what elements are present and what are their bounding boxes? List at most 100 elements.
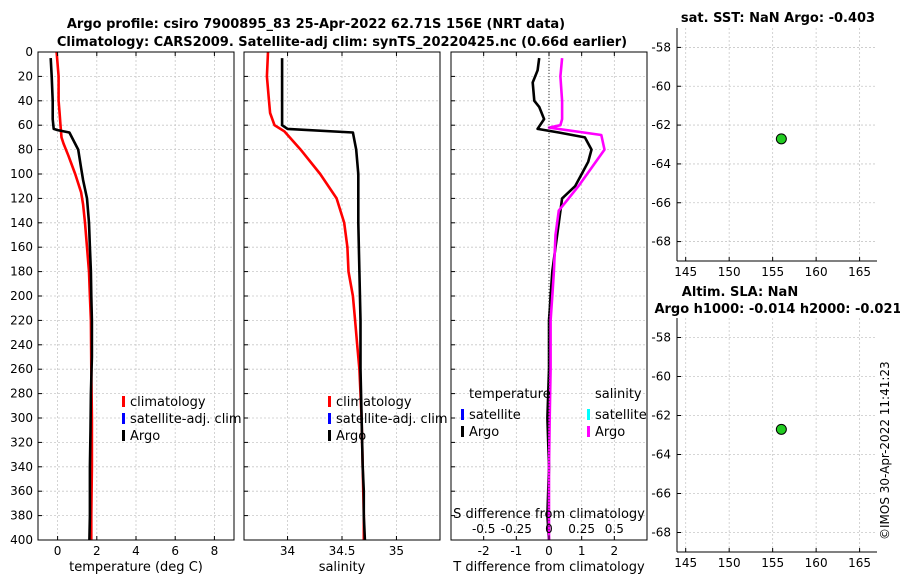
y-tick-label: -62	[651, 409, 671, 423]
series-line-argo	[280, 58, 367, 541]
y-tick-label: -68	[651, 235, 671, 249]
y-tick-label: -58	[651, 331, 671, 345]
x-tick-label: 1	[578, 544, 586, 558]
y-tick-label: 60	[18, 118, 33, 132]
y-tick-label: -60	[651, 79, 671, 93]
y-tick-label: 300	[10, 411, 33, 425]
difference-panel: -2 -1 0 1 2 T difference from climatology temp…	[450, 51, 648, 575]
x-tick-label: 155	[761, 556, 784, 570]
y-tick-label: -64	[651, 448, 671, 462]
figure-title-line2: Climatology: CARS2009. Satellite-adj cli…	[57, 35, 627, 50]
temperature-panel: 0 2 4 6 802040608010012014016018020022024026…	[10, 45, 242, 575]
y-tick-label: 360	[10, 484, 33, 498]
legend-swatch-argo	[328, 430, 331, 441]
y-tick-label: 380	[10, 509, 33, 523]
legend-entry-climatology: climatology	[130, 395, 206, 410]
y-tick-label: 400	[10, 533, 33, 547]
x-tick-label: 8	[211, 544, 219, 558]
x-tick-label: 165	[848, 265, 871, 279]
y-tick-label: -60	[651, 370, 671, 384]
x-tick-label: 2	[611, 544, 619, 558]
figure-title-line1: Argo profile: csiro 7900895_83 25-Apr-20…	[67, 17, 565, 32]
secondary-x-tick-label: 0	[545, 522, 553, 536]
x-tick-label: 150	[718, 265, 741, 279]
y-tick-label: 280	[10, 387, 33, 401]
y-tick-label: 160	[10, 240, 33, 254]
legend-swatch-satellite-adj-clim	[328, 413, 331, 424]
y-tick-label: -58	[651, 40, 671, 54]
y-tick-label: 240	[10, 338, 33, 352]
secondary-x-tick-label: 0.25	[568, 522, 595, 536]
legend-title-salinity: salinity	[595, 387, 642, 402]
legend-entry-argo: Argo	[336, 429, 366, 444]
y-tick-label: 200	[10, 289, 33, 303]
legend-swatch-argo	[461, 426, 464, 437]
y-tick-label: 320	[10, 435, 33, 449]
x-tick-label: 155	[761, 265, 784, 279]
x-tick-label: 4	[132, 544, 140, 558]
y-tick-label: 120	[10, 191, 33, 205]
x-tick-label: 165	[848, 556, 871, 570]
timestamp-label: ©IMOS 30-Apr-2022 11:41:23	[878, 361, 892, 540]
x-tick-label: 150	[718, 556, 741, 570]
map-title-2: Argo h1000: -0.014 h2000: -0.021	[654, 302, 900, 317]
x-tick-label: -2	[478, 544, 490, 558]
sla-map-panel: 145 150 155 160 165 -58 -60 -62 -64 -66 -68 Altim. …	[651, 285, 900, 570]
legend-entry-climatology: climatology	[336, 395, 412, 410]
y-tick-label: -66	[651, 487, 671, 501]
series-line-temperature-argo	[531, 57, 593, 541]
legend-entry-satellite-adj-clim: satellite-adj. clim	[130, 412, 242, 427]
map-title-1: Altim. SLA: NaN	[682, 285, 798, 300]
legend-entry-satellite-adj-clim: satellite-adj. clim	[336, 412, 448, 427]
legend-entry-argo: Argo	[595, 425, 625, 440]
y-tick-label: 140	[10, 216, 33, 230]
legend-entry-satellite: satellite	[595, 408, 647, 423]
legend-entry-satellite: satellite	[469, 408, 521, 423]
legend-swatch-satellite-adj-clim	[122, 413, 125, 424]
x-tick-label: 145	[674, 265, 697, 279]
series-line-salinity-argo	[547, 57, 606, 540]
legend-swatch-argo	[122, 430, 125, 441]
x-axis-label: temperature (deg C)	[69, 560, 203, 575]
x-tick-label: 160	[805, 556, 828, 570]
y-tick-label: 340	[10, 460, 33, 474]
legend-swatch-satellite	[587, 409, 590, 420]
series-line-argo	[49, 58, 94, 541]
map-title-1: sat. SST: NaN Argo: -0.403	[681, 11, 875, 26]
y-tick-label: 80	[18, 143, 33, 157]
sst-map-panel: 145 150 155 160 165 -58 -60 -62 -64 -66 -68 sat. SS…	[651, 11, 877, 279]
x-tick-label: 35	[389, 544, 404, 558]
x-axis-label: T difference from climatology	[452, 560, 645, 575]
float-position-marker	[775, 133, 787, 145]
secondary-x-axis-label: S difference from climatology	[453, 507, 645, 522]
y-tick-label: 220	[10, 313, 33, 327]
legend-swatch-climatology	[122, 396, 125, 407]
x-tick-label: 160	[805, 265, 828, 279]
secondary-x-tick-label: 0.5	[605, 522, 624, 536]
y-tick-label: 100	[10, 167, 33, 181]
float-position-marker	[775, 423, 787, 435]
x-tick-label: 0	[545, 544, 553, 558]
y-tick-label: 180	[10, 265, 33, 279]
x-tick-label: 2	[93, 544, 101, 558]
y-tick-label: -62	[651, 118, 671, 132]
secondary-x-tick-label: -0.5	[472, 522, 495, 536]
salinity-panel: 34 34.5 35 salinity climatology satellite-adj…	[243, 51, 448, 575]
y-tick-label: 20	[18, 69, 33, 83]
y-tick-label: -68	[651, 526, 671, 540]
legend-entry-argo: Argo	[469, 425, 499, 440]
legend-swatch-argo	[587, 426, 590, 437]
x-tick-label: -1	[510, 544, 522, 558]
x-tick-label: 34	[280, 544, 295, 558]
secondary-x-tick-label: -0.25	[501, 522, 532, 536]
legend-title-temperature: temperature	[469, 387, 551, 402]
x-tick-label: 145	[674, 556, 697, 570]
y-tick-label: -66	[651, 196, 671, 210]
legend-swatch-satellite	[461, 409, 464, 420]
legend-entry-argo: Argo	[130, 429, 160, 444]
y-tick-label: 40	[18, 94, 33, 108]
y-tick-label: 260	[10, 362, 33, 376]
x-tick-label: 6	[171, 544, 179, 558]
y-tick-label: 0	[25, 45, 33, 59]
